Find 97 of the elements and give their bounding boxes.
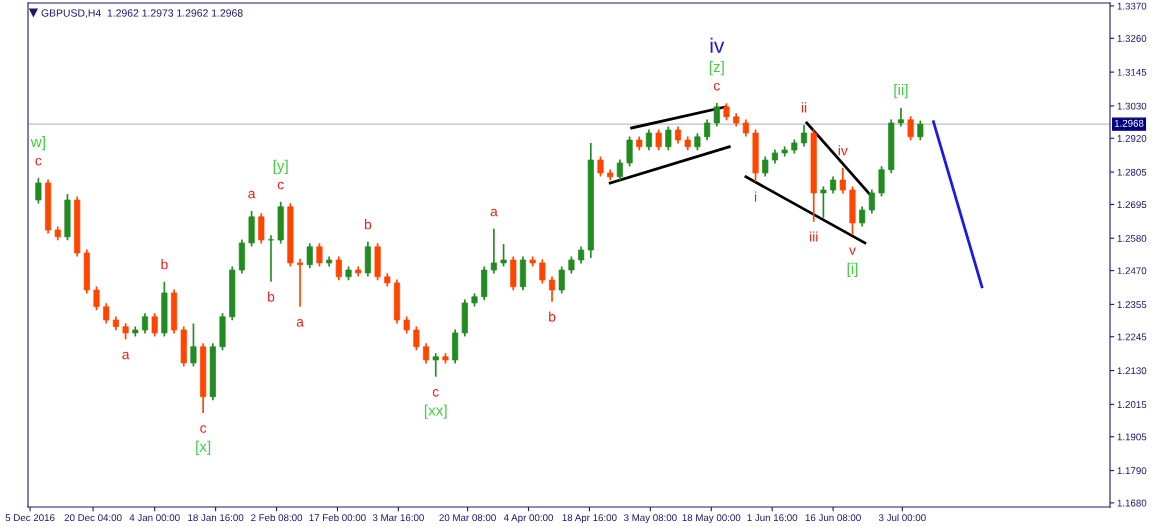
annotation: i <box>754 191 757 202</box>
text: GBPUSD,H4 1.2962 1.2973 1.2962 1.2968 <box>41 9 243 18</box>
x-tick-label: 4 Jan 00:00 <box>129 514 180 522</box>
annotation: a <box>248 190 256 199</box>
candlestick <box>713 102 720 128</box>
candlestick <box>335 255 342 282</box>
candlestick <box>655 128 662 152</box>
annotation: a <box>490 208 498 217</box>
x-tick-label: 16 Jun 08:00 <box>805 514 861 522</box>
candlestick <box>645 128 653 152</box>
x-tick-label: 3 Jul 00:00 <box>878 513 926 522</box>
candlestick <box>258 212 265 245</box>
candlestick <box>839 167 846 195</box>
candlestick <box>151 312 158 338</box>
annotation: iv <box>838 145 848 156</box>
annotation: b <box>268 291 275 302</box>
y-tick-label: 1.3145 <box>1117 68 1147 76</box>
candlestick <box>423 342 430 365</box>
annotation: c <box>35 157 42 166</box>
candlestick <box>597 155 604 178</box>
x-tick-label: 3 Mar 16:00 <box>372 514 424 522</box>
x-tick-label: 18 May 00:00 <box>682 514 741 524</box>
candlestick <box>413 325 420 352</box>
y-tick-label: 1.1790 <box>1117 467 1147 475</box>
annotation: c <box>713 82 720 91</box>
candlestick <box>897 107 904 128</box>
y-tick-label: 1.2015 <box>1117 401 1147 408</box>
candlestick <box>432 352 439 378</box>
candlestick <box>500 243 507 268</box>
ref-line-label: 1.2968 <box>1114 119 1144 127</box>
y-tick-label: 1.3370 <box>1117 2 1147 10</box>
annotation: c <box>432 389 439 397</box>
annotation: [xx] <box>424 404 447 419</box>
candlestick <box>665 125 672 152</box>
candlestick <box>558 265 565 295</box>
annotation: iii <box>810 231 818 242</box>
annotation: ii <box>801 102 807 113</box>
x-tick-label: 3 May 08:00 <box>623 514 677 524</box>
y-tick-label: 1.2580 <box>1117 234 1147 242</box>
annotation: c <box>277 181 284 190</box>
candlestick <box>306 242 313 270</box>
candlestick <box>859 205 866 228</box>
y-tick-label: 1.2470 <box>1117 267 1147 275</box>
annotation: v <box>849 247 856 255</box>
candlestick <box>878 165 885 198</box>
candlestick <box>297 257 304 308</box>
annotation: [y] <box>273 159 288 174</box>
x-tick-label: 17 Feb 00:00 <box>309 513 366 522</box>
candlestick <box>917 119 924 142</box>
annotation: b <box>549 311 556 322</box>
annotation: b <box>161 259 168 270</box>
annotation: b <box>364 219 372 230</box>
candlestick <box>616 158 623 182</box>
candlestick <box>539 258 546 285</box>
annotation: [x] <box>196 440 211 455</box>
annotation: w] <box>30 135 45 151</box>
y-tick-label: 1.3030 <box>1117 102 1147 110</box>
annotation: [i] <box>847 262 858 278</box>
candlestick <box>626 135 633 168</box>
y-tick-label: 1.2920 <box>1117 135 1147 142</box>
x-tick-label: 20 Mar 08:00 <box>439 514 496 522</box>
annotation: a <box>296 319 304 327</box>
candlestick <box>267 234 275 283</box>
candlestick <box>907 115 914 142</box>
annotation: c <box>200 425 207 433</box>
candlestick <box>35 177 42 205</box>
candlestick <box>548 275 556 303</box>
y-tick-label: 1.1905 <box>1117 433 1147 441</box>
candlestick <box>190 322 197 368</box>
candlestick <box>141 312 149 335</box>
y-tick-label: 1.2695 <box>1117 201 1147 209</box>
x-tick-label: 18 Jan 16:00 <box>188 514 244 522</box>
candlestick <box>490 227 497 275</box>
candlestick <box>704 118 711 142</box>
y-tick-label: 1.2805 <box>1117 168 1147 176</box>
y-tick-label: 1.2245 <box>1117 333 1147 341</box>
candlestick <box>103 302 110 325</box>
x-tick-label: 5 Dec 2016 <box>5 514 55 522</box>
x-tick-label: 2 Feb 08:00 <box>251 513 303 522</box>
candlestick <box>316 242 323 268</box>
x-tick-label: 18 Apr 16:00 <box>562 514 617 524</box>
candlestick <box>93 285 100 312</box>
x-tick-label: 4 Apr 00:00 <box>503 514 553 524</box>
annotation: [z] <box>709 60 724 76</box>
x-tick-label: 20 Dec 04:00 <box>64 514 122 522</box>
y-tick-label: 1.2355 <box>1117 301 1147 309</box>
y-tick-label: 1.2130 <box>1117 367 1147 375</box>
candlestick <box>762 155 769 178</box>
annotation: iv <box>710 37 725 53</box>
x-tick-label: 1 Jun 16:00 <box>747 514 798 522</box>
annotation: [ii] <box>894 84 908 99</box>
annotation: a <box>122 351 130 360</box>
candlestick <box>820 185 827 219</box>
y-tick-label: 1.3260 <box>1117 35 1147 42</box>
candlestick <box>868 188 875 215</box>
y-tick-label: 1.1680 <box>1117 499 1147 507</box>
candlestick <box>800 124 808 148</box>
